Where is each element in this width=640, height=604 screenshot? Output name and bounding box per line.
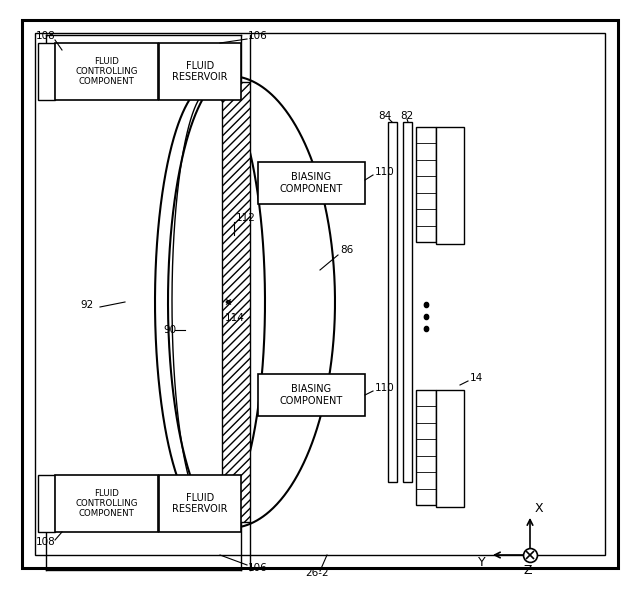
Bar [416,390,436,505]
Text: FLUID
CONTROLLING
COMPONENT: FLUID CONTROLLING COMPONENT [76,57,138,86]
Bar [159,475,241,532]
Bar [35,33,605,555]
Text: 82: 82 [400,111,413,121]
Text: 106: 106 [248,31,268,41]
Bar [258,374,365,416]
Text: 110: 110 [375,383,395,393]
Text: 112: 112 [236,213,256,223]
Text: FLUID
RESERVOIR: FLUID RESERVOIR [172,493,228,514]
Text: BIASING
COMPONENT: BIASING COMPONENT [280,172,343,194]
Text: Z: Z [524,565,532,577]
Bar [159,43,241,100]
Text: X: X [535,503,543,515]
Bar [55,475,158,532]
Bar [55,43,158,100]
Bar [222,82,250,522]
Text: 90: 90 [163,325,176,335]
Text: 114: 114 [225,313,245,323]
Text: Y: Y [478,556,486,570]
Bar [258,162,365,204]
Text: BIASING
COMPONENT: BIASING COMPONENT [280,384,343,406]
Bar [416,127,436,242]
Text: 84: 84 [378,111,391,121]
Bar [38,475,55,532]
Bar [436,127,464,244]
Text: 14: 14 [470,373,483,383]
Bar [388,122,397,482]
Text: 108: 108 [36,31,56,41]
Text: 86: 86 [340,245,353,255]
Text: FLUID
RESERVOIR: FLUID RESERVOIR [172,60,228,82]
Text: FLUID
CONTROLLING
COMPONENT: FLUID CONTROLLING COMPONENT [76,489,138,518]
Text: 108: 108 [36,537,56,547]
Text: 26-2: 26-2 [305,568,328,578]
Text: 92: 92 [80,300,93,310]
Text: 110: 110 [375,167,395,177]
Bar [38,43,55,100]
Text: 106: 106 [248,563,268,573]
Bar [403,122,412,482]
Bar [436,390,464,507]
